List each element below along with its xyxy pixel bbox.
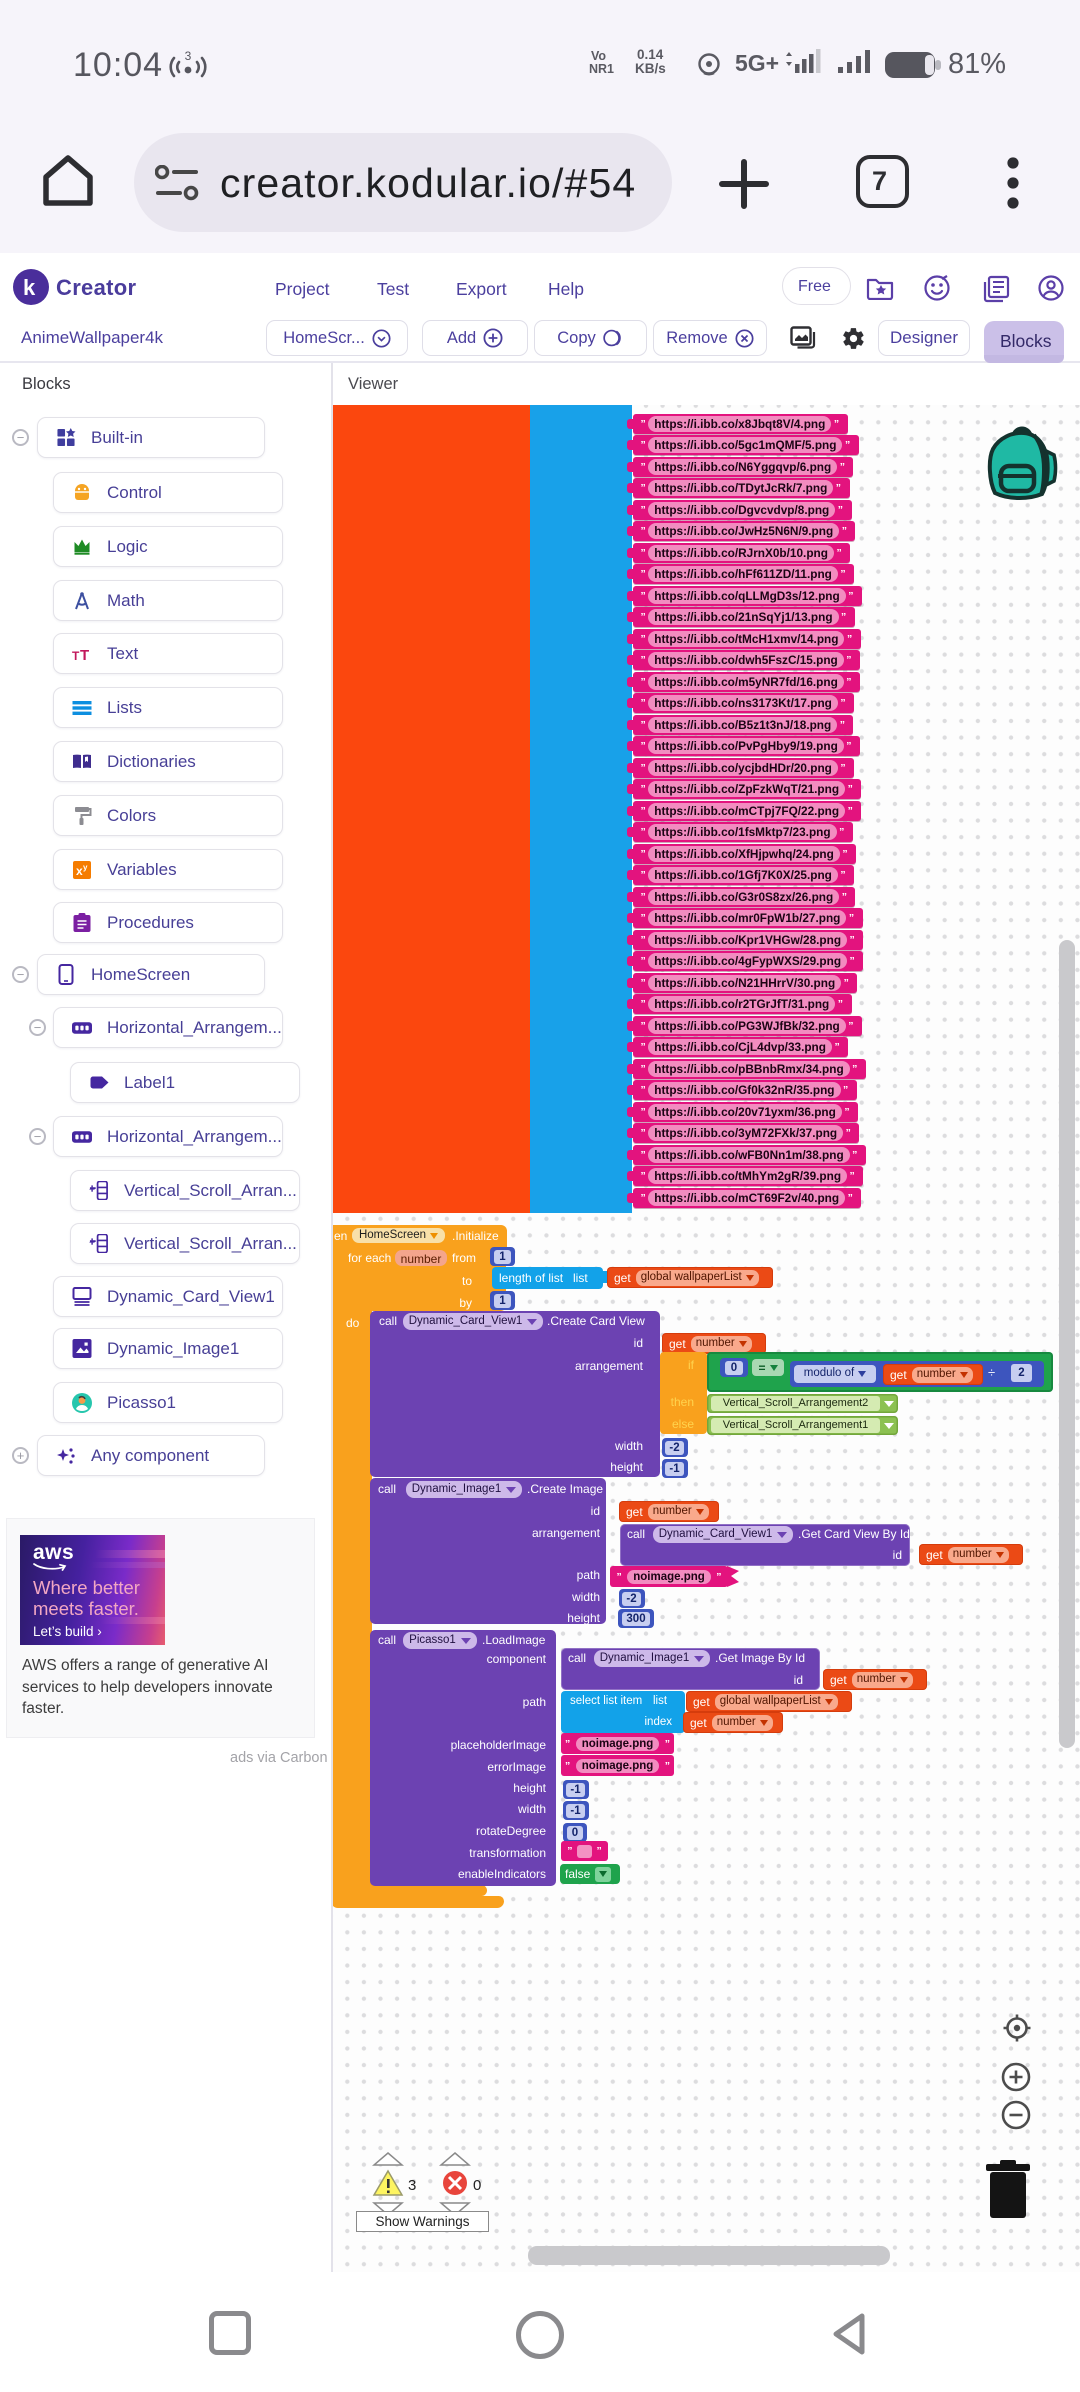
svg-text:3: 3 [408,2177,416,2194]
svg-text:3: 3 [185,49,192,63]
svg-text:x: x [76,864,83,878]
svg-text:+: + [89,1238,95,1249]
svg-text:y: y [83,863,88,872]
svg-text:0: 0 [473,2177,481,2194]
svg-text:+: + [89,1185,95,1196]
svg-text:T: T [80,647,89,662]
svg-text:T: T [72,649,80,662]
